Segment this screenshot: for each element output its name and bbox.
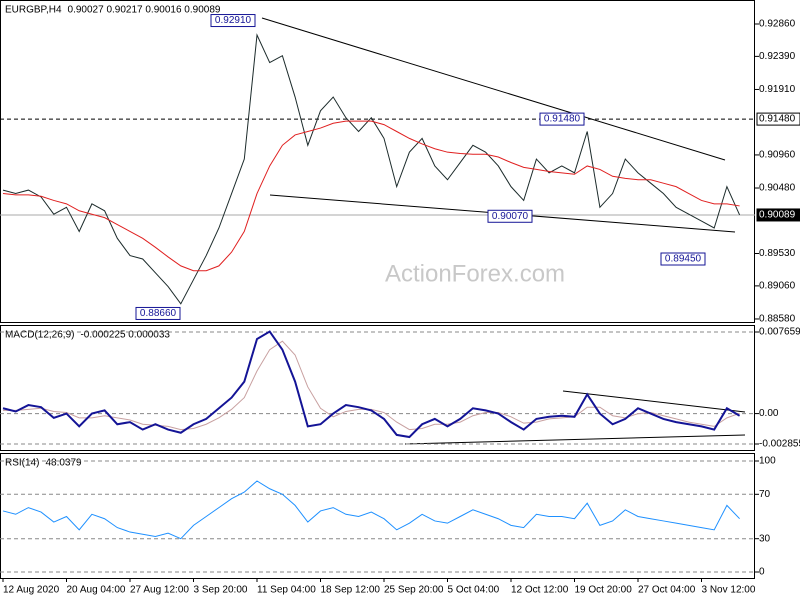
y-tick-label: 0.88580 — [759, 314, 796, 325]
panel-values: 48.0379 — [45, 458, 82, 469]
annotation-label: 0.91480 — [544, 114, 581, 125]
x-tick-label: 3 Sep 20:00 — [194, 585, 248, 596]
y-tick-label: 0 — [759, 567, 765, 578]
price-tag — [756, 208, 800, 222]
y-tick-label: 70 — [759, 489, 771, 500]
y-tick-label: 0.92390 — [759, 51, 796, 62]
y-tick-label: 100 — [759, 456, 776, 467]
price-tag-label: 0.91480 — [759, 114, 796, 125]
y-tick-label: 0.90960 — [759, 150, 796, 161]
x-tick-label: 11 Sep 04:00 — [257, 585, 316, 596]
panel-title: MACD(12,26,9) — [5, 330, 74, 341]
price-tag-label: 0.90089 — [759, 210, 796, 221]
x-tick-label: 3 Nov 12:00 — [702, 585, 756, 596]
y-tick-label: 0.89060 — [759, 281, 796, 292]
annotation-box — [135, 306, 181, 320]
watermark: ActionForex.com — [385, 260, 565, 287]
x-tick-label: 25 Sep 20:00 — [384, 585, 444, 596]
macd-frame — [0, 325, 755, 451]
series-line — [2, 33, 741, 305]
x-tick-label: 20 Aug 04:00 — [67, 585, 126, 596]
x-tick-label: 12 Oct 12:00 — [511, 585, 569, 596]
x-tick-label: 27 Aug 12:00 — [130, 585, 189, 596]
y-tick-label: 0.92860 — [759, 19, 796, 30]
price-tag — [756, 112, 800, 126]
panel-frames — [0, 0, 755, 579]
y-tick-label: 0.90480 — [759, 183, 796, 194]
series-line — [2, 330, 741, 439]
annotation-label: 0.89450 — [665, 254, 702, 265]
panel-values: -0.000225 0.000033 — [80, 330, 170, 341]
annotation-box — [210, 14, 256, 28]
panel-values: 0.90027 0.90217 0.90016 0.90089 — [68, 5, 221, 16]
price-frame — [0, 0, 755, 323]
x-tick-label: 18 Sep 12:00 — [321, 585, 381, 596]
panel-title: RSI(14) — [5, 458, 39, 469]
x-tick-label: 12 Aug 2020 — [3, 585, 60, 596]
y-tick-label: 30 — [759, 533, 771, 544]
y-tick-label: 0.89530 — [759, 248, 796, 259]
trend-line — [261, 17, 726, 161]
y-tick-label: 0.91910 — [759, 84, 796, 95]
series-line — [3, 340, 740, 431]
series-line — [2, 480, 740, 540]
trend-line — [562, 390, 746, 413]
x-tick-label: 5 Oct 04:00 — [448, 585, 500, 596]
series-line — [2, 120, 740, 272]
annotation-box — [660, 252, 706, 266]
annotation-box — [487, 209, 533, 223]
trend-line — [404, 434, 746, 445]
annotation-box — [539, 112, 585, 126]
panel-title: EURGBP,H4 — [5, 5, 62, 16]
x-tick-label: 19 Oct 20:00 — [575, 585, 633, 596]
rsi-frame — [0, 453, 755, 579]
annotation-label: 0.90070 — [492, 211, 529, 222]
y-tick-label: -0.002855 — [759, 439, 800, 450]
annotation-label: 0.92910 — [215, 15, 252, 26]
y-tick-label: 0.007659 — [759, 327, 800, 338]
y-tick-label: 0.00 — [759, 408, 779, 419]
x-tick-label: 27 Oct 04:00 — [638, 585, 696, 596]
annotation-label: 0.88660 — [140, 308, 177, 319]
